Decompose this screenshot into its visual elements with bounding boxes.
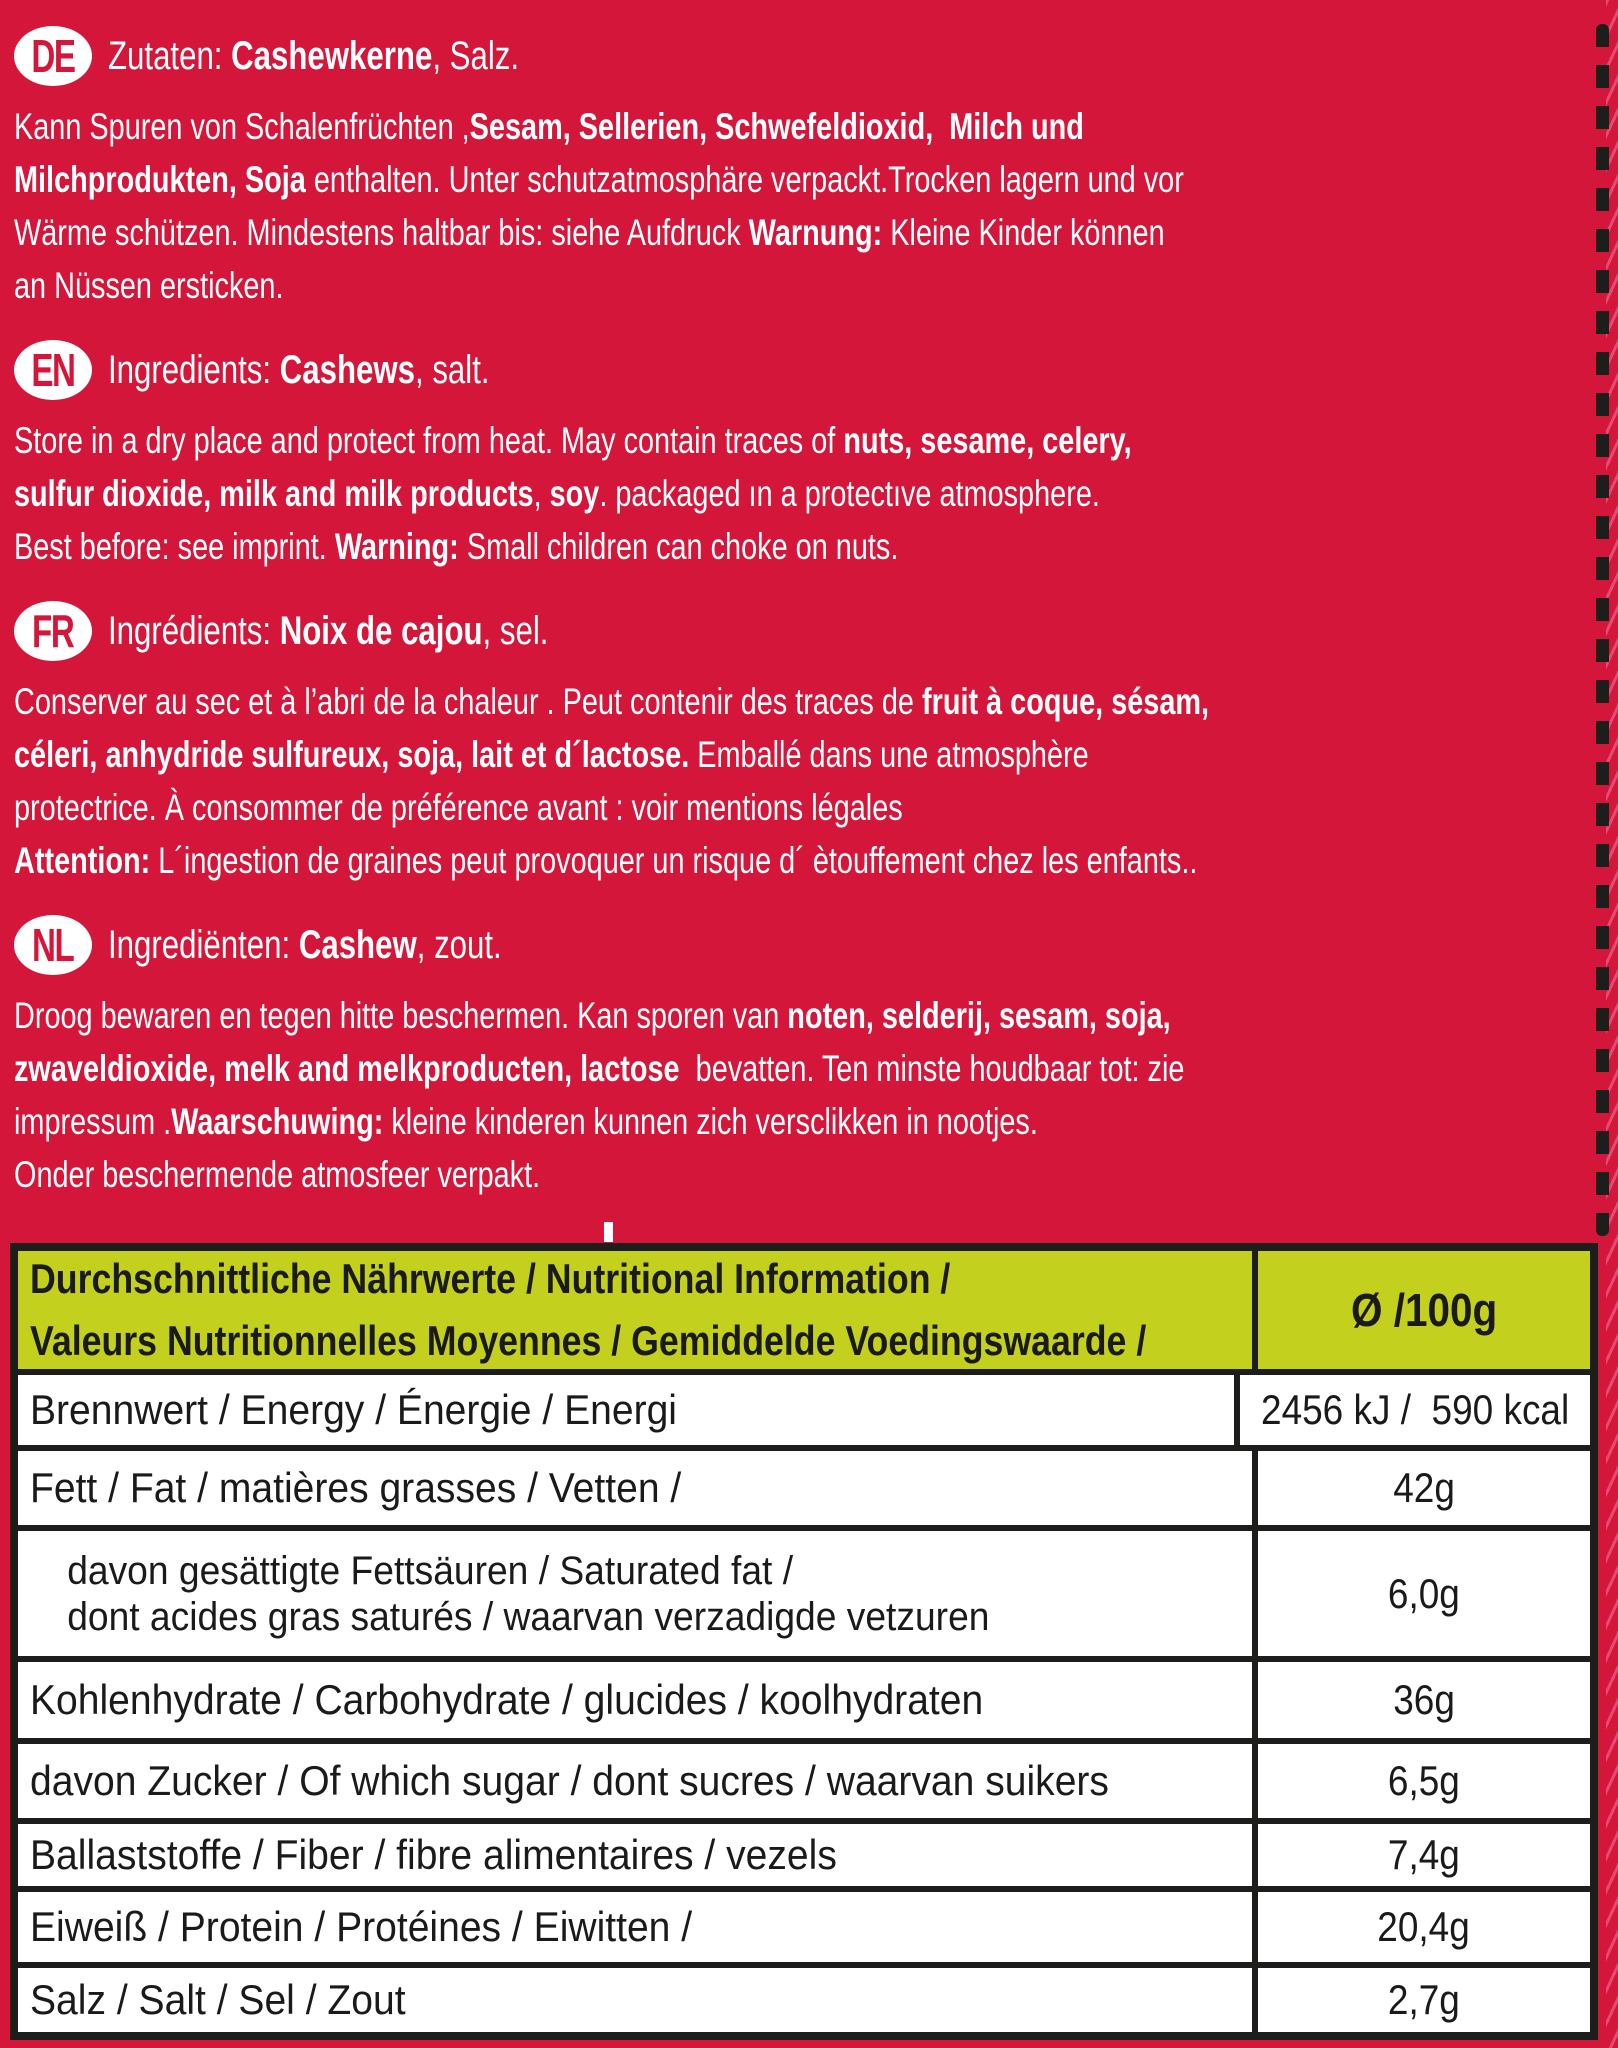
text-line: an Nüssen ersticken. [14,265,284,306]
package-edge-texture [1606,0,1618,2048]
text-line: zwaveldioxide, melk and melkproducten, l… [14,1048,1185,1089]
lang-badge-nl: NL [14,915,92,975]
section-nl: NL Ingrediënten: Cashew, zout. Droog bew… [14,901,1594,1201]
nutrition-header-unit: Ø /100g [1252,1251,1590,1369]
table-row-energy: Brennwert / Energy / Énergie / Energi 24… [18,1368,1590,1445]
section-en-headline: EN Ingredients: Cashews, salt. [14,326,1594,414]
nutrition-table: Durchschnittliche Nährwerte / Nutritiona… [10,1243,1598,2040]
row-label: Eiweiß / Protein / Protéines / Eiwitten … [30,1903,693,1951]
lang-badge-fr-label: FR [32,605,75,657]
ingredients-line-fr: Ingrédients: Noix de cajou, sel. [108,608,549,653]
text-line: Milchprodukten, Soja enthalten. Unter sc… [14,159,1184,200]
row-label: Fett / Fat / matières grasses / Vetten / [30,1463,682,1511]
lang-badge-nl-label: NL [32,919,75,971]
text-line: Best before: see imprint. Warning: Small… [14,526,899,567]
table-row-carbohydrate: Kohlenhydrate / Carbohydrate / glucides … [18,1656,1590,1739]
row-value: 7,4g [1388,1831,1460,1879]
table-row-fiber: Ballaststoffe / Fiber / fibre alimentair… [18,1818,1590,1887]
text-line: Store in a dry place and protect from he… [14,420,1132,461]
row-label-2: dont acides gras saturés / waarvan verza… [67,1594,990,1639]
row-value: 42g [1393,1463,1455,1511]
header-line-2: Valeurs Nutritionnelles Moyennes / Gemid… [30,1316,1147,1364]
ingredients-line-nl: Ingrediënten: Cashew, zout. [108,922,502,967]
row-value: 6,5g [1388,1757,1460,1805]
registration-tick-mark [604,1222,613,1242]
section-fr: FR Ingrédients: Noix de cajou, sel. Cons… [14,587,1594,887]
section-en: EN Ingredients: Cashews, salt. Store in … [14,326,1594,573]
per-100g-label: Ø /100g [1350,1283,1498,1336]
section-de-headline: DE Zutaten: Cashewkerne, Salz. [14,12,1594,100]
row-label: Kohlenhydrate / Carbohydrate / glucides … [30,1676,984,1724]
section-fr-headline: FR Ingrédients: Noix de cajou, sel. [14,587,1594,675]
row-value: 36g [1393,1676,1455,1724]
text-line: Conserver au sec et à l’abri de la chale… [14,681,1210,722]
text-line: protectrice. À consommer de préférence a… [14,787,903,828]
row-value: 2,7g [1388,1976,1460,2024]
text-line: Droog bewaren en tegen hitte beschermen.… [14,995,1171,1036]
ingredients-line-de: Zutaten: Cashewkerne, Salz. [108,33,520,78]
table-row-saturated-fat: davon gesättigte Fettsäuren / Saturated … [18,1524,1590,1657]
row-value: 6,0g [1388,1569,1460,1617]
text-line: céleri, anhydride sulfureux, soja, lait … [14,734,1089,775]
lang-badge-en-label: EN [31,344,76,396]
section-de: DE Zutaten: Cashewkerne, Salz. Kann Spur… [14,12,1594,312]
row-value: 20,4g [1377,1903,1471,1951]
table-row-salt: Salz / Salt / Sel / Zout 2,7g [18,1962,1590,2033]
lang-badge-en: EN [14,340,92,400]
text-line: Wärme schützen. Mindestens haltbar bis: … [14,212,1165,253]
perforation-dashed-line [1596,24,1609,1236]
text-line: sulfur dioxide, milk and milk products, … [14,473,1100,514]
section-nl-headline: NL Ingrediënten: Cashew, zout. [14,901,1594,989]
lang-badge-de-label: DE [31,30,76,82]
text-line: Onder beschermende atmosfeer verpakt. [14,1154,541,1195]
row-label: Brennwert / Energy / Énergie / Energi [30,1385,677,1433]
ingredients-line-en: Ingredients: Cashews, salt. [108,347,490,392]
text-line: impressum .Waarschuwing: kleine kinderen… [14,1101,1038,1142]
lang-badge-de: DE [14,26,92,86]
text-line: Attention: L´ingestion de graines peut p… [14,840,1198,881]
row-label: Salz / Salt / Sel / Zout [30,1976,406,2024]
text-line: Kann Spuren von Schalenfrüchten ,Sesam, … [14,106,1084,147]
table-row-protein: Eiweiß / Protein / Protéines / Eiwitten … [18,1886,1590,1963]
ingredients-panel: DE Zutaten: Cashewkerne, Salz. Kann Spur… [14,12,1594,1215]
header-line-1: Durchschnittliche Nährwerte / Nutritiona… [30,1254,951,1302]
row-label: davon Zucker / Of which sugar / dont suc… [30,1757,1109,1805]
nutrition-header-label: Durchschnittliche Nährwerte / Nutritiona… [18,1251,1252,1369]
row-value: 2456 kJ / 590 kcal [1260,1385,1569,1433]
table-row-sugar: davon Zucker / Of which sugar / dont suc… [18,1738,1590,1819]
lang-badge-fr: FR [14,601,92,661]
table-row-fat: Fett / Fat / matières grasses / Vetten /… [18,1444,1590,1525]
row-label: davon gesättigte Fettsäuren / Saturated … [67,1548,794,1593]
table-header-row: Durchschnittliche Nährwerte / Nutritiona… [18,1251,1590,1369]
row-label: Ballaststoffe / Fiber / fibre alimentair… [30,1831,837,1879]
